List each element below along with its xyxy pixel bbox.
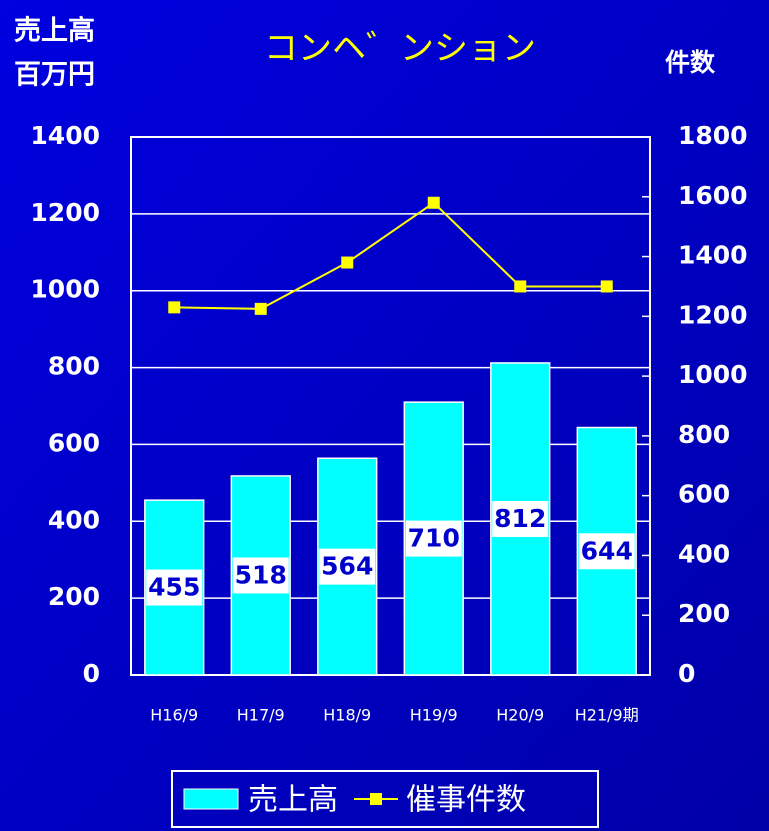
value-label-box — [578, 533, 635, 570]
chart-title: コンヘ゛ンション — [264, 29, 536, 69]
legend-swatch — [370, 793, 382, 805]
y2-tick-label: 1600 — [678, 181, 748, 210]
value-label-box — [319, 548, 376, 585]
y-tick-label: 800 — [48, 352, 100, 381]
line-marker — [254, 302, 267, 315]
y-tick-label: 400 — [48, 505, 100, 534]
legend-label: 催事件数 — [406, 783, 526, 818]
y2-tick-label: 1800 — [678, 121, 748, 150]
value-label-box — [232, 557, 289, 594]
x-tick-label: H21/9期 — [575, 706, 639, 725]
x-tick-label: H17/9 — [237, 706, 285, 725]
value-label-box — [492, 500, 549, 537]
y2-tick-label: 400 — [678, 539, 730, 568]
x-tick-label: H18/9 — [323, 706, 371, 725]
y-tick-label: 0 — [83, 659, 100, 688]
y2-tick-label: 1200 — [678, 300, 748, 329]
value-label-box — [146, 569, 203, 606]
value-label: 455 — [148, 573, 200, 602]
value-label-box — [405, 520, 462, 557]
value-label: 564 — [321, 552, 373, 581]
value-label: 710 — [408, 524, 460, 553]
y-tick-label: 600 — [48, 428, 100, 457]
y-tick-label: 1400 — [30, 121, 100, 150]
line-marker — [341, 256, 354, 269]
value-label: 518 — [235, 560, 287, 589]
y2-axis-label: 件数 — [665, 48, 716, 77]
y-axis-label: 売上高 — [14, 15, 95, 47]
y2-tick-label: 200 — [678, 599, 730, 628]
x-tick-label: H16/9 — [150, 706, 198, 725]
line-marker — [427, 196, 440, 209]
line-marker — [600, 280, 613, 293]
line — [174, 201, 607, 310]
value-label: 812 — [494, 504, 546, 533]
y2-tick-label: 600 — [678, 480, 730, 509]
y2-tick-label: 800 — [678, 420, 730, 449]
y2-tick-label: 1000 — [678, 360, 748, 389]
value-label: 644 — [581, 536, 633, 565]
legend-box — [171, 770, 599, 828]
y-tick-label: 200 — [48, 582, 100, 611]
line-marker — [168, 301, 181, 314]
legend-swatch — [183, 788, 239, 810]
y2-tick-label: 1400 — [678, 241, 748, 270]
line-marker — [514, 280, 527, 293]
legend-label: 売上高 — [248, 783, 338, 818]
y-axis-label: 百万円 — [14, 60, 95, 91]
plot-frame — [130, 136, 651, 676]
x-tick-label: H19/9 — [410, 706, 458, 725]
y-tick-label: 1000 — [30, 275, 100, 304]
y-tick-label: 1200 — [30, 198, 100, 227]
y2-tick-label: 0 — [678, 659, 695, 688]
x-tick-label: H20/9 — [496, 706, 544, 725]
